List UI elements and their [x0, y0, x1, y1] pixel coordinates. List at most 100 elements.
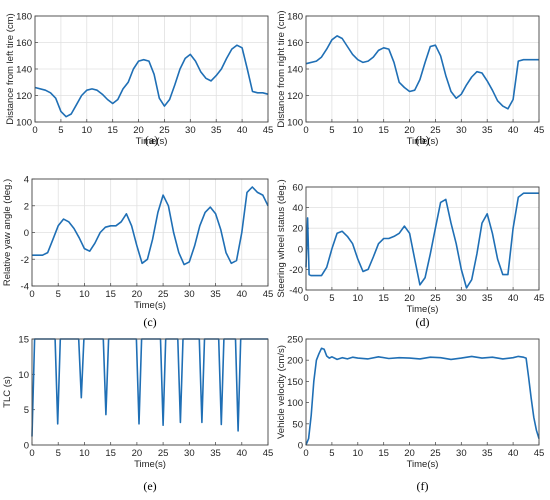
- plot-frame: [31, 178, 269, 287]
- x-tick-label: 45: [534, 125, 545, 136]
- plot-area: [306, 339, 539, 445]
- x-tick-label: 25: [430, 125, 441, 136]
- x-tick-label: 5: [329, 125, 334, 136]
- x-tick-label: 30: [185, 125, 196, 136]
- y-tick-label: 0: [298, 441, 303, 452]
- x-tick-label: 25: [158, 448, 169, 459]
- x-tick-label: 40: [508, 448, 519, 459]
- x-tick-label: 30: [184, 448, 195, 459]
- y-tick-label: 2: [24, 201, 29, 212]
- panel-0: 0 5 10 15 20 25 30 35 40 45 100 120 140 160 180 Time(s)…: [5, 12, 273, 148]
- x-tick-label: 20: [404, 448, 415, 459]
- y-tick-label: -40: [289, 286, 303, 297]
- y-tick-label: 20: [292, 224, 303, 235]
- y-tick-label: 4: [24, 175, 29, 186]
- y-tick-label: 180: [16, 12, 32, 23]
- panel-caption: (d): [416, 315, 430, 329]
- y-tick-label: 160: [16, 38, 32, 49]
- y-tick-label: 140: [16, 65, 32, 76]
- x-tick-label: 0: [32, 125, 37, 136]
- x-tick-label: 40: [236, 448, 247, 459]
- plot-frame: [305, 338, 540, 446]
- y-axis-label: Distance from left tire (cm): [5, 13, 16, 124]
- plot-frame: [305, 15, 540, 123]
- x-tick-label: 40: [236, 289, 247, 300]
- x-tick-label: 0: [29, 289, 34, 300]
- x-tick-label: 5: [329, 448, 334, 459]
- x-tick-label: 20: [404, 125, 415, 136]
- panel-caption: (e): [143, 479, 156, 493]
- x-tick-label: 15: [105, 448, 116, 459]
- x-tick-label: 35: [482, 448, 493, 459]
- panel-3: 0 5 10 15 20 25 30 35 40 45 -40 -20 0 20 40 60 Time(s) St…: [276, 179, 544, 329]
- y-tick-label: -4: [21, 282, 29, 293]
- x-tick-label: 15: [378, 448, 389, 459]
- x-tick-label: 40: [508, 293, 519, 304]
- x-tick-label: 30: [184, 289, 195, 300]
- x-tick-label: 45: [263, 289, 274, 300]
- y-tick-label: 100: [287, 118, 303, 129]
- x-tick-label: 0: [303, 448, 308, 459]
- x-axis-label: Time(s): [136, 136, 168, 147]
- y-axis-label: Steering wheel status (deg.): [276, 179, 287, 297]
- x-tick-label: 0: [303, 125, 308, 136]
- x-tick-label: 35: [211, 125, 222, 136]
- x-tick-label: 20: [132, 289, 143, 300]
- x-axis-label: Time(s): [134, 300, 166, 311]
- plot-area: [32, 339, 268, 445]
- x-tick-label: 40: [237, 125, 248, 136]
- x-axis-label: Time(s): [407, 304, 439, 315]
- y-tick-label: 15: [18, 335, 29, 346]
- x-tick-label: 45: [534, 293, 545, 304]
- y-tick-label: 60: [292, 183, 303, 194]
- x-axis-label: Time(s): [134, 459, 166, 470]
- y-tick-label: 120: [16, 91, 32, 102]
- x-tick-label: 10: [352, 125, 363, 136]
- x-tick-label: 10: [79, 289, 90, 300]
- x-tick-label: 0: [303, 293, 308, 304]
- y-tick-label: 120: [287, 91, 303, 102]
- x-tick-label: 15: [107, 125, 118, 136]
- x-tick-label: 35: [210, 448, 221, 459]
- y-tick-label: -2: [21, 255, 29, 266]
- panel-caption: (f): [417, 479, 429, 493]
- x-axis-label: Time(s): [407, 136, 439, 147]
- y-tick-label: 200: [287, 356, 303, 367]
- plot-frame: [34, 15, 269, 123]
- x-tick-label: 30: [456, 293, 467, 304]
- x-tick-label: 10: [81, 125, 92, 136]
- x-tick-label: 35: [482, 293, 493, 304]
- x-tick-label: 25: [158, 289, 169, 300]
- x-tick-label: 45: [263, 125, 274, 136]
- x-tick-label: 30: [456, 125, 467, 136]
- y-axis-label: Relative yaw angle (deg.): [2, 179, 13, 286]
- y-tick-label: 40: [292, 203, 303, 214]
- x-tick-label: 0: [29, 448, 34, 459]
- y-tick-label: 0: [24, 441, 29, 452]
- series-line-0: [305, 347, 540, 446]
- panel-1: 0 5 10 15 20 25 30 35 40 45 100 120 140 160 180 Time(s)…: [276, 10, 544, 147]
- y-axis-label: Vehicle velocity (cm/s): [276, 345, 287, 439]
- y-tick-label: 180: [287, 12, 303, 23]
- x-tick-label: 25: [430, 448, 441, 459]
- x-tick-label: 15: [105, 289, 116, 300]
- x-tick-label: 15: [378, 125, 389, 136]
- series-line-0: [305, 192, 539, 289]
- y-tick-label: 0: [24, 228, 29, 239]
- y-tick-label: 140: [287, 65, 303, 76]
- y-tick-label: 250: [287, 335, 303, 346]
- y-tick-label: 5: [24, 405, 29, 416]
- x-tick-label: 25: [159, 125, 170, 136]
- x-tick-label: 45: [534, 448, 545, 459]
- x-tick-label: 20: [404, 293, 415, 304]
- y-tick-label: -20: [289, 265, 303, 276]
- x-tick-label: 45: [263, 448, 274, 459]
- x-tick-label: 35: [210, 289, 221, 300]
- x-tick-label: 35: [482, 125, 493, 136]
- y-tick-label: 160: [287, 38, 303, 49]
- series-line-0: [305, 35, 539, 110]
- y-tick-label: 0: [298, 244, 303, 255]
- panel-caption: (c): [143, 315, 156, 329]
- panel-caption: (b): [416, 133, 430, 147]
